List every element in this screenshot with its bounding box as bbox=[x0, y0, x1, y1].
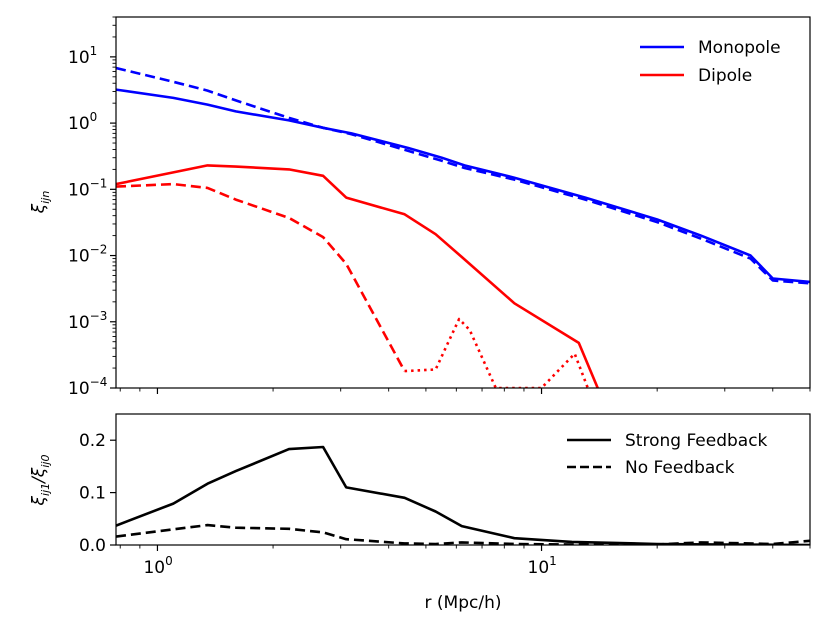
legend-label-strong-feedback: Strong Feedback bbox=[625, 431, 768, 451]
bottom-panel: 0.0 0.1 0.2 100 101 ξij1/ξij0 r (Mpc/h) Str… bbox=[29, 413, 811, 613]
legend-label-dipole: Dipole bbox=[698, 66, 752, 86]
bottom-series-group bbox=[116, 445, 810, 545]
top-plot-frame bbox=[115, 16, 811, 389]
legend-label-no-feedback: No Feedback bbox=[625, 458, 735, 478]
top-legend: Monopole Dipole bbox=[640, 38, 781, 86]
y-tick-label: 10−3 bbox=[68, 309, 107, 333]
series-line-dipole-no-feedback bbox=[116, 182, 406, 372]
x-tick-label: 100 bbox=[143, 554, 172, 578]
top-panel: 10−4 10−3 10−2 10−1 100 101 ξijn Monopole Dip… bbox=[29, 16, 811, 399]
bottom-plot-frame bbox=[115, 413, 811, 546]
series-line-monopole-no-feedback bbox=[116, 66, 810, 285]
x-tick-label: 101 bbox=[528, 554, 557, 578]
top-x-axis bbox=[119, 388, 811, 394]
top-y-axis: 10−4 10−3 10−2 10−1 100 101 bbox=[68, 16, 116, 399]
y-tick-label: 100 bbox=[68, 110, 97, 134]
series-line-dipole-no-feedback-negative- bbox=[404, 317, 590, 388]
x-axis-label: r (Mpc/h) bbox=[425, 593, 502, 613]
y-tick-label: 0.2 bbox=[79, 431, 106, 451]
series-line-monopole-strong-feedback bbox=[116, 88, 810, 284]
series-line-dipole-strong-feedback bbox=[116, 164, 599, 388]
bottom-y-axis-label: ξij1/ξij0 bbox=[29, 455, 52, 507]
bottom-y-axis: 0.0 0.1 0.2 bbox=[79, 431, 116, 556]
y-tick-label: 10−4 bbox=[68, 375, 107, 399]
bottom-x-axis: 100 101 bbox=[119, 545, 811, 578]
y-tick-label: 10−2 bbox=[68, 243, 107, 267]
top-series-group bbox=[116, 66, 810, 388]
y-tick-label: 101 bbox=[68, 44, 97, 68]
y-tick-label: 0.1 bbox=[79, 484, 106, 504]
top-y-axis-label: ξijn bbox=[29, 191, 52, 215]
legend-label-monopole: Monopole bbox=[698, 38, 781, 58]
bottom-legend: Strong Feedback No Feedback bbox=[567, 431, 768, 478]
series-line-no-feedback bbox=[116, 523, 810, 545]
y-tick-label: 10−1 bbox=[68, 176, 107, 200]
y-tick-label: 0.0 bbox=[79, 536, 106, 556]
